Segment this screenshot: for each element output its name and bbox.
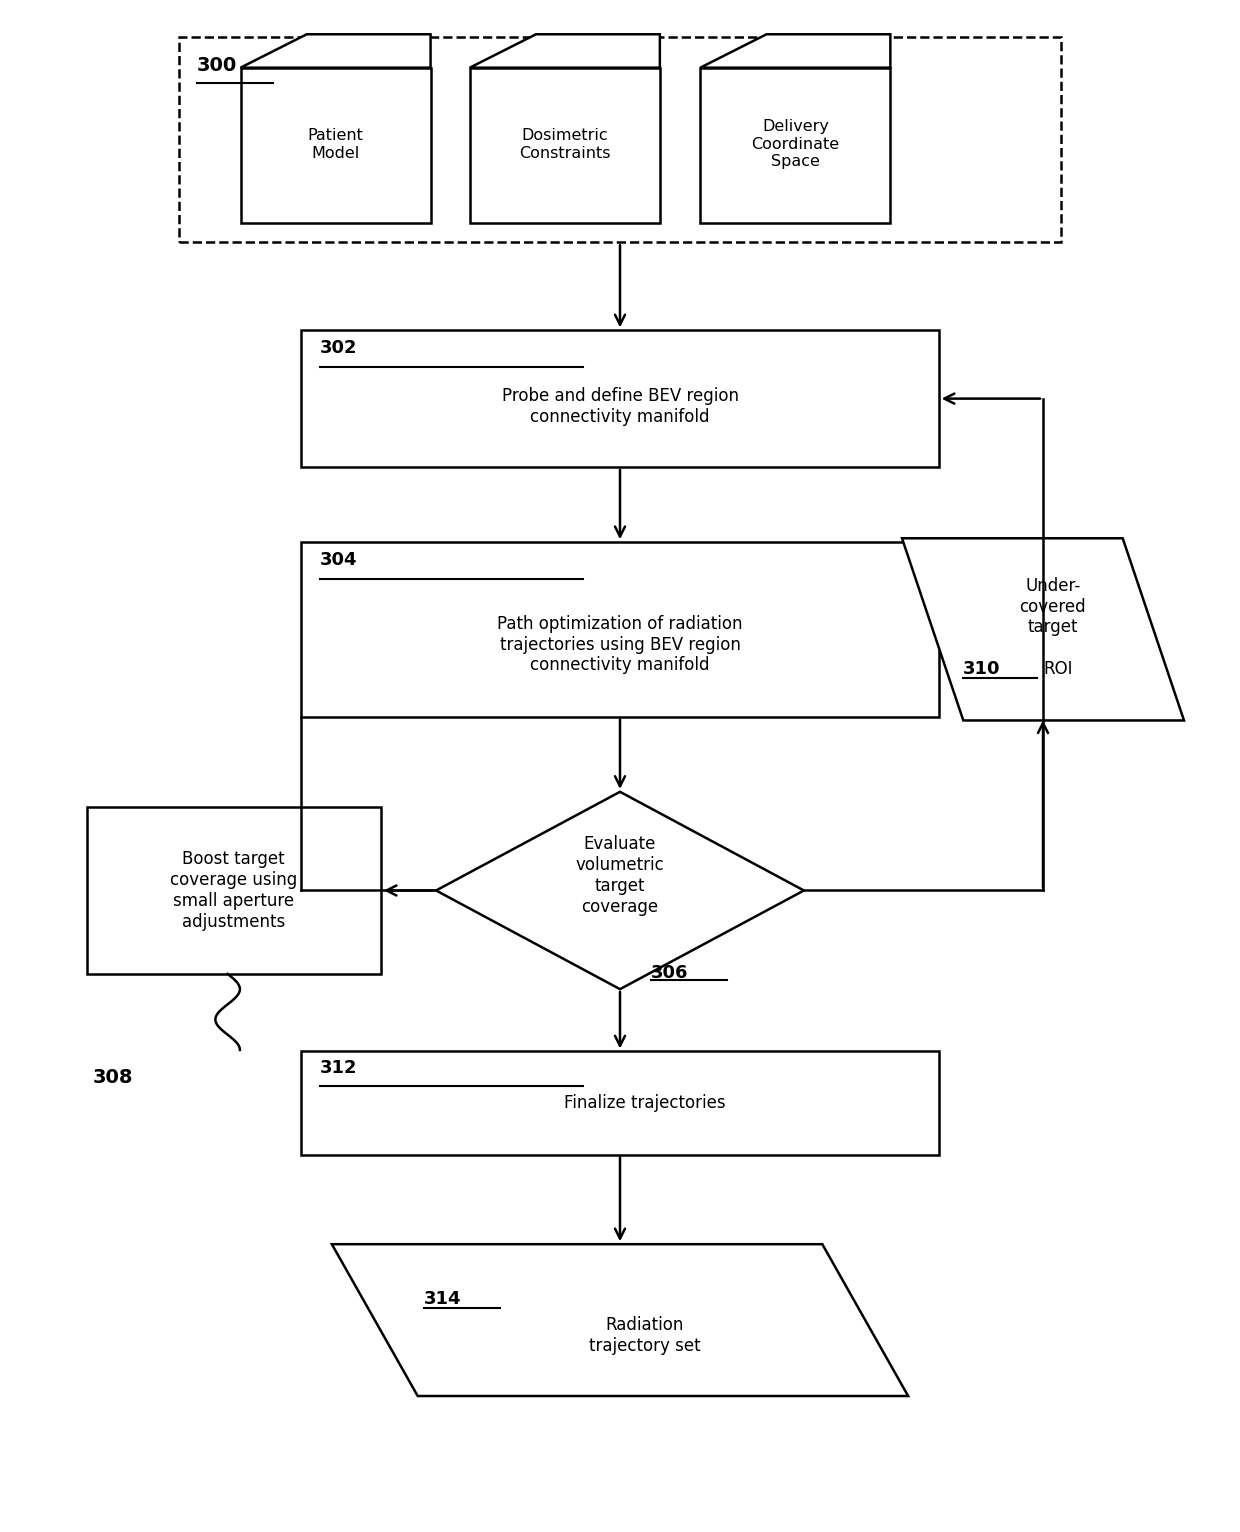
Text: Probe and define BEV region
connectivity manifold: Probe and define BEV region connectivity… bbox=[501, 386, 739, 426]
Text: 308: 308 bbox=[93, 1068, 133, 1088]
FancyBboxPatch shape bbox=[241, 67, 430, 222]
FancyBboxPatch shape bbox=[179, 37, 1061, 242]
Polygon shape bbox=[332, 1244, 908, 1396]
Polygon shape bbox=[701, 34, 890, 67]
Text: 312: 312 bbox=[320, 1059, 357, 1077]
Text: 302: 302 bbox=[320, 340, 357, 357]
FancyBboxPatch shape bbox=[470, 67, 660, 222]
Polygon shape bbox=[901, 538, 1184, 720]
Text: 304: 304 bbox=[320, 552, 357, 570]
Text: Under-
covered
target: Under- covered target bbox=[1019, 578, 1086, 636]
FancyBboxPatch shape bbox=[301, 542, 939, 717]
Text: Path optimization of radiation
trajectories using BEV region
connectivity manifo: Path optimization of radiation trajector… bbox=[497, 614, 743, 674]
FancyBboxPatch shape bbox=[301, 1051, 939, 1155]
Polygon shape bbox=[241, 34, 430, 67]
Text: 314: 314 bbox=[424, 1290, 461, 1308]
Text: 306: 306 bbox=[651, 964, 688, 982]
Text: Radiation
trajectory set: Radiation trajectory set bbox=[589, 1316, 701, 1354]
Text: Evaluate
volumetric
target
coverage: Evaluate volumetric target coverage bbox=[575, 835, 665, 916]
FancyBboxPatch shape bbox=[87, 807, 381, 974]
FancyBboxPatch shape bbox=[701, 67, 890, 222]
Text: Dosimetric
Constraints: Dosimetric Constraints bbox=[520, 129, 610, 161]
Text: 310: 310 bbox=[963, 660, 1001, 679]
Polygon shape bbox=[470, 34, 660, 67]
Text: ROI: ROI bbox=[1043, 660, 1073, 679]
Text: Finalize trajectories: Finalize trajectories bbox=[564, 1094, 725, 1112]
Text: Patient
Model: Patient Model bbox=[308, 129, 363, 161]
Text: Delivery
Coordinate
Space: Delivery Coordinate Space bbox=[751, 119, 839, 169]
Polygon shape bbox=[436, 792, 804, 990]
Text: 300: 300 bbox=[197, 55, 237, 75]
FancyBboxPatch shape bbox=[301, 331, 939, 467]
Text: Boost target
coverage using
small aperture
adjustments: Boost target coverage using small apertu… bbox=[170, 850, 298, 930]
